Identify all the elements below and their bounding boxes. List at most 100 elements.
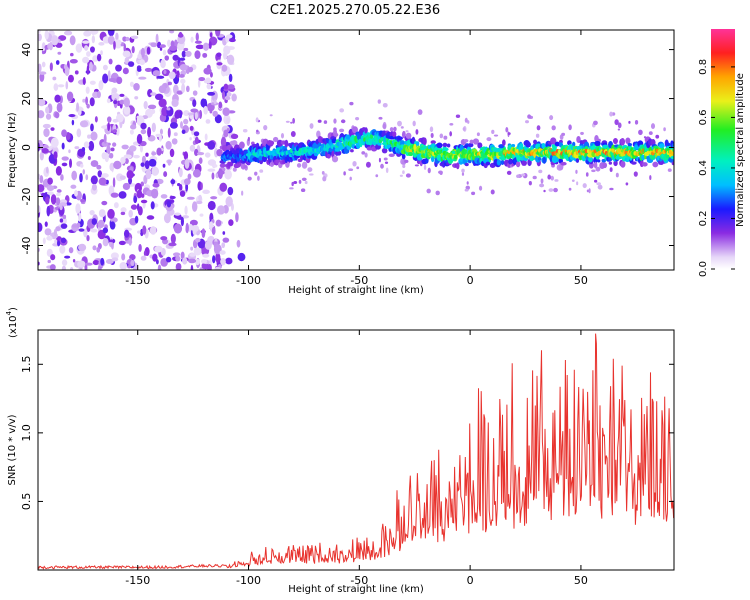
- spectrogram-cell: [608, 161, 613, 165]
- spectrogram-cell: [174, 110, 181, 119]
- spectrogram-cell: [112, 142, 117, 147]
- spectrogram-cell: [163, 70, 167, 74]
- spectrogram-cell: [55, 166, 62, 176]
- spectrogram-cell: [90, 228, 98, 233]
- spectrogram-cell: [154, 93, 164, 101]
- spectrogram-cell: [466, 181, 469, 185]
- spectrogram-cell: [55, 197, 61, 206]
- spectrogram-cell: [87, 134, 91, 139]
- spectrogram-cell: [540, 178, 544, 184]
- spectrogram-cell: [86, 51, 91, 57]
- spectrogram-cell: [119, 93, 125, 97]
- spectrogram-cell: [539, 183, 545, 188]
- spectrogram-cell: [49, 264, 56, 270]
- spectrogram-cell: [133, 82, 140, 91]
- spectrogram-cell: [216, 149, 223, 157]
- spectrogram-cell: [98, 209, 106, 218]
- spectrogram-cell: [138, 76, 147, 80]
- spectrogram-cell: [326, 154, 331, 159]
- spectrogram-cell: [183, 178, 191, 185]
- spectrogram-x-tick-label: -150: [125, 274, 150, 287]
- spectrogram-cell: [59, 218, 64, 223]
- spectrogram-cell: [103, 133, 107, 144]
- spectrogram-cell: [136, 189, 143, 199]
- spectrogram-cell: [399, 140, 405, 147]
- spectrogram-cell: [430, 140, 436, 145]
- spectrogram-cell: [446, 143, 451, 148]
- spectrogram-cell: [190, 246, 194, 251]
- spectrogram-cell: [170, 233, 176, 244]
- spectrogram-cell: [41, 42, 46, 52]
- spectrogram-cell: [101, 125, 109, 129]
- spectrogram-cell: [435, 190, 440, 196]
- spectrogram-cell: [216, 62, 223, 66]
- spectrogram-cell: [134, 96, 139, 100]
- spectrogram-cell: [423, 164, 427, 170]
- spectrogram-cell: [189, 125, 194, 131]
- spectrogram-cell: [449, 131, 453, 137]
- spectrogram-cell: [137, 230, 141, 234]
- spectrogram-cell: [56, 102, 63, 113]
- spectrogram-cell: [385, 167, 389, 174]
- spectrogram-cell: [107, 208, 115, 219]
- spectrogram-cell: [108, 77, 117, 83]
- spectrogram-cell: [119, 261, 128, 270]
- spectrogram-cell: [532, 175, 537, 180]
- spectrogram-cell: [625, 137, 631, 145]
- spectrogram-cell: [79, 120, 89, 128]
- spectrogram-cell: [122, 67, 129, 75]
- spectrogram-cell: [256, 129, 259, 133]
- spectrogram-cell: [352, 160, 357, 167]
- spectrogram-cell: [39, 175, 44, 184]
- spectrogram-cell: [46, 166, 49, 174]
- spectrogram-cell: [97, 170, 103, 178]
- spectrogram-cell: [80, 198, 86, 203]
- spectrogram-cell: [547, 174, 551, 180]
- spectrogram-cell: [212, 255, 216, 264]
- spectrogram-cell: [56, 192, 61, 197]
- spectrogram-cell: [74, 146, 80, 150]
- spectrogram-cell: [158, 85, 167, 94]
- spectrogram-cell: [172, 252, 181, 257]
- spectrogram-cell: [47, 259, 52, 264]
- spectrogram-cell: [123, 97, 130, 108]
- spectrogram-cell: [348, 168, 354, 171]
- spectrogram-cell: [272, 136, 279, 143]
- snr-y-ticks: 0.5 1.0 1.5: [20, 356, 674, 510]
- spectrogram-cell: [74, 190, 78, 197]
- spectrogram-cell: [78, 212, 82, 222]
- spectrogram-cell: [351, 126, 358, 134]
- spectrogram-cell: [317, 119, 322, 123]
- spectrogram-cell: [133, 195, 138, 204]
- spectrogram-cell: [193, 131, 200, 137]
- spectrogram-cell: [113, 202, 119, 209]
- spectrogram-cell: [150, 42, 158, 48]
- spectrogram-cell: [167, 127, 171, 138]
- spectrogram-cell: [242, 128, 248, 133]
- spectrogram-cell: [521, 160, 527, 166]
- spectrogram-cell: [549, 115, 554, 121]
- spectrogram-cell: [82, 40, 90, 44]
- spectrogram-cell: [400, 126, 404, 129]
- spectrogram-cell: [298, 179, 302, 184]
- spectrogram-cell: [430, 132, 434, 138]
- spectrogram-cell: [182, 257, 188, 265]
- spectrogram-cell: [223, 129, 229, 138]
- spectrogram-cell: [285, 120, 290, 123]
- spectrogram-cell: [516, 174, 520, 178]
- spectrogram-cell: [151, 166, 159, 176]
- spectrogram-cell: [61, 259, 68, 266]
- spectrogram-cell: [98, 177, 107, 186]
- spectrogram-cell: [255, 117, 259, 123]
- spectrogram-cell: [254, 171, 258, 176]
- spectrogram-cell: [155, 133, 161, 138]
- spectrogram-cell: [217, 205, 226, 215]
- spectrogram-cell: [293, 180, 298, 184]
- spectrogram-cell: [111, 93, 120, 102]
- snr-x-tick-label: -150: [125, 574, 150, 587]
- spectrogram-cell: [194, 40, 202, 44]
- spectrogram-cell: [471, 191, 476, 196]
- spectrogram-cell: [193, 247, 202, 256]
- spectrogram-cell: [44, 228, 52, 236]
- spectrogram-cell: [258, 155, 264, 161]
